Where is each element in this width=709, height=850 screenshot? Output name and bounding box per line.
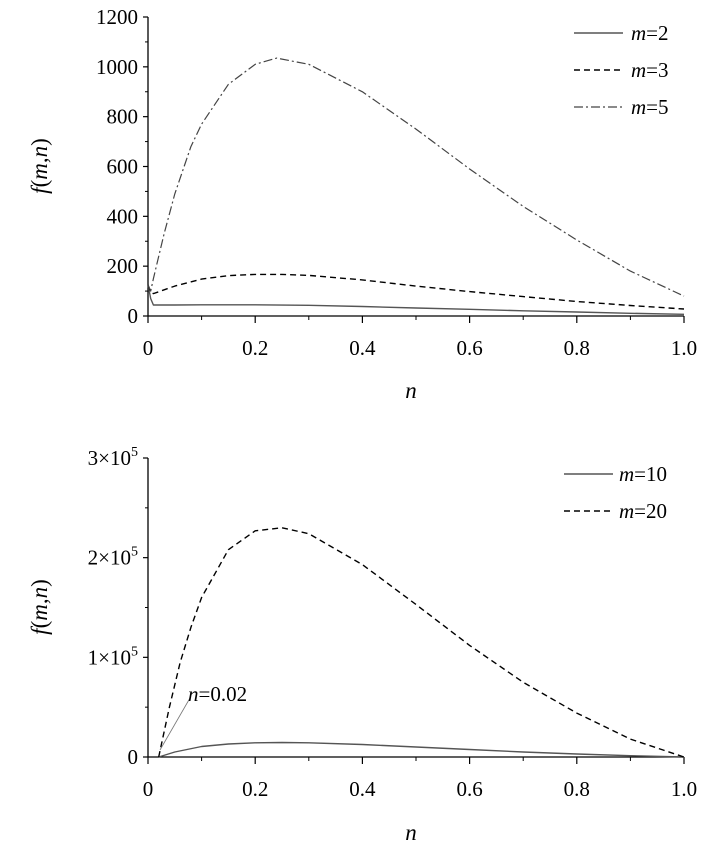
x-tick-label: 0.4 [349,336,376,360]
top-legend: m=2 m=3 m=5 [574,21,669,119]
legend-label-m3: m=3 [631,58,669,82]
x-tick-label: 0.6 [456,777,482,801]
bottom-chart: 0 1×105 2×105 3×105 0 0.2 0.4 0.6 0.8 1.0 n f(m,… [27,445,697,845]
bottom-x-label: n [405,820,417,845]
annotation-n002: n=0.02 [159,682,247,751]
y-tick-label: 0 [128,745,139,769]
y-tick-label: 200 [107,254,139,278]
x-tick-label: 0.2 [242,336,268,360]
bottom-y-label: f(m,n) [27,579,52,635]
x-tick-label: 1.0 [671,336,697,360]
x-tick-label: 0 [143,336,154,360]
series-line-m3 [147,273,685,310]
series-line-m2 [147,284,685,315]
series-line-m5 [147,57,685,297]
annotation-arrow [159,697,191,751]
y-tick-label: 1200 [96,5,138,29]
y-tick-label: 600 [107,155,139,179]
top-x-label: n [405,378,417,403]
legend-label-m10: m=10 [619,462,667,486]
x-tick-label: 0.8 [564,777,590,801]
x-tick-label: 0.2 [242,777,268,801]
legend-label-m20: m=20 [619,499,667,523]
y-tick-label: 2×105 [88,545,138,570]
x-tick-label: 0.4 [349,777,376,801]
top-y-label: f(m,n) [27,138,52,194]
x-tick-label: 0.8 [564,336,590,360]
x-tick-label: 0.6 [456,336,482,360]
series-line-m20 [158,527,685,758]
legend-label-m5: m=5 [631,95,669,119]
series-line-m10 [158,741,685,758]
x-tick-label: 1.0 [671,777,697,801]
x-tick-label: 0 [143,777,154,801]
y-tick-label: 1×105 [88,644,138,669]
legend-label-m2: m=2 [631,21,669,45]
y-tick-label: 1000 [96,55,138,79]
top-chart: 0 200 400 600 800 1000 1200 0 0.2 0.4 0.6 0.8 1.0 n… [27,5,697,403]
annotation-label: n=0.02 [188,682,247,706]
y-tick-label: 400 [107,204,139,228]
bottom-legend: m=10 m=20 [564,462,667,523]
y-tick-label: 3×105 [88,445,138,470]
y-tick-label: 0 [128,304,139,328]
y-tick-label: 800 [107,105,139,129]
